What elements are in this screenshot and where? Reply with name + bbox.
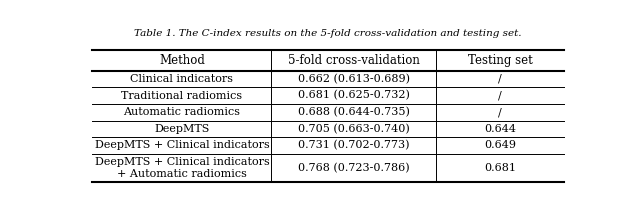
Text: DeepMTS + Clinical indicators: DeepMTS + Clinical indicators: [95, 140, 269, 151]
Text: 0.705 (0.663-0.740): 0.705 (0.663-0.740): [298, 124, 410, 134]
Text: 0.662 (0.613-0.689): 0.662 (0.613-0.689): [298, 74, 410, 84]
Text: Table 1. The C-index results on the 5-fold cross-validation and testing set.: Table 1. The C-index results on the 5-fo…: [134, 29, 522, 38]
Text: Clinical indicators: Clinical indicators: [131, 74, 234, 84]
Text: Automatic radiomics: Automatic radiomics: [124, 107, 241, 117]
Text: DeepMTS: DeepMTS: [154, 124, 210, 134]
Text: /: /: [498, 107, 502, 117]
Text: Traditional radiomics: Traditional radiomics: [122, 91, 243, 101]
Text: 0.681 (0.625-0.732): 0.681 (0.625-0.732): [298, 90, 410, 101]
Text: 5-fold cross-validation: 5-fold cross-validation: [288, 54, 420, 67]
Text: 0.644: 0.644: [484, 124, 516, 134]
Text: 0.731 (0.702-0.773): 0.731 (0.702-0.773): [298, 140, 410, 151]
Text: 0.649: 0.649: [484, 140, 516, 151]
Text: /: /: [498, 74, 502, 84]
Text: Method: Method: [159, 54, 205, 67]
Text: /: /: [498, 91, 502, 101]
Text: 0.768 (0.723-0.786): 0.768 (0.723-0.786): [298, 163, 410, 173]
Text: 0.681: 0.681: [484, 163, 516, 173]
Text: DeepMTS + Clinical indicators
+ Automatic radiomics: DeepMTS + Clinical indicators + Automati…: [95, 157, 269, 179]
Text: Testing set: Testing set: [468, 54, 532, 67]
Text: 0.688 (0.644-0.735): 0.688 (0.644-0.735): [298, 107, 410, 117]
